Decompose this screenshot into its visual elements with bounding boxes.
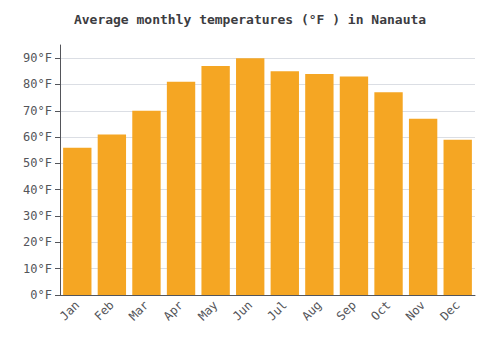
svg-text:0°F: 0°F — [30, 288, 52, 302]
svg-text:Jun: Jun — [230, 298, 255, 323]
svg-text:Oct: Oct — [368, 298, 393, 323]
svg-text:10°F: 10°F — [23, 262, 52, 276]
svg-text:80°F: 80°F — [23, 77, 52, 91]
svg-text:70°F: 70°F — [23, 104, 52, 118]
svg-text:90°F: 90°F — [23, 51, 52, 65]
svg-text:May: May — [195, 298, 220, 323]
svg-text:60°F: 60°F — [23, 130, 52, 144]
svg-text:20°F: 20°F — [23, 235, 52, 249]
svg-text:Average monthly temperatures (: Average monthly temperatures (°F ) in Na… — [74, 12, 426, 27]
svg-text:Nov: Nov — [403, 298, 428, 323]
svg-text:Aug: Aug — [299, 298, 324, 323]
svg-text:40°F: 40°F — [23, 183, 52, 197]
svg-text:Jul: Jul — [265, 298, 290, 323]
svg-text:30°F: 30°F — [23, 209, 52, 223]
svg-text:50°F: 50°F — [23, 156, 52, 170]
svg-text:Jan: Jan — [57, 298, 82, 323]
svg-text:Mar: Mar — [126, 298, 151, 323]
svg-text:Feb: Feb — [92, 298, 117, 323]
svg-text:Apr: Apr — [161, 298, 186, 323]
svg-text:Dec: Dec — [437, 298, 462, 323]
svg-text:Sep: Sep — [334, 298, 359, 323]
